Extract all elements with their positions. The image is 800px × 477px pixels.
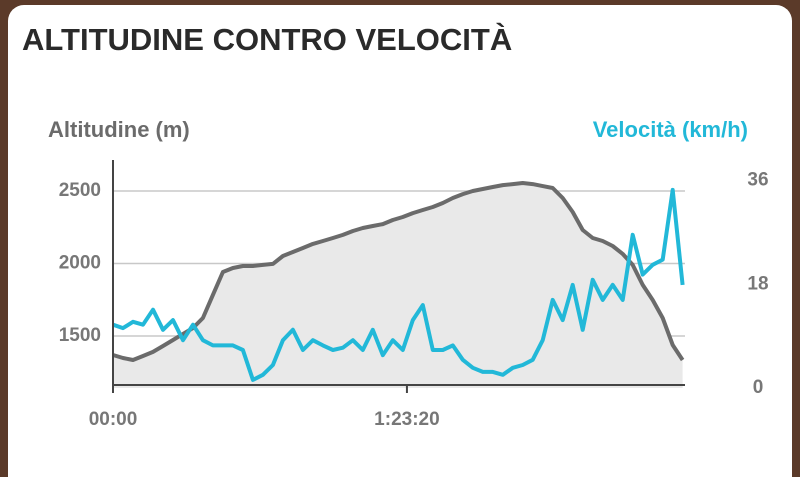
y-tick-label: 2500 (59, 180, 101, 201)
x-tick-label: 1:23:20 (374, 409, 440, 430)
area (113, 183, 683, 388)
x-tick-label: 00:00 (89, 409, 138, 430)
y2-axis-title: Velocità (km/h) (593, 117, 748, 142)
y-axis-title: Altitudine (m) (48, 117, 190, 142)
line (112, 181, 685, 362)
line (112, 187, 685, 382)
y2-tick-label: 18 (747, 273, 768, 294)
y-tick-label: 2000 (59, 253, 101, 274)
y2-tick-label: 36 (747, 170, 768, 191)
y2-tick-label: 0 (753, 377, 764, 398)
plot-area: 1500 2000 2500 0 18 36 00:00 1:23:20 (59, 160, 769, 430)
chart-title: ALTITUDINE CONTRO VELOCITÀ (22, 22, 512, 57)
y-tick-label: 1500 (59, 325, 101, 346)
